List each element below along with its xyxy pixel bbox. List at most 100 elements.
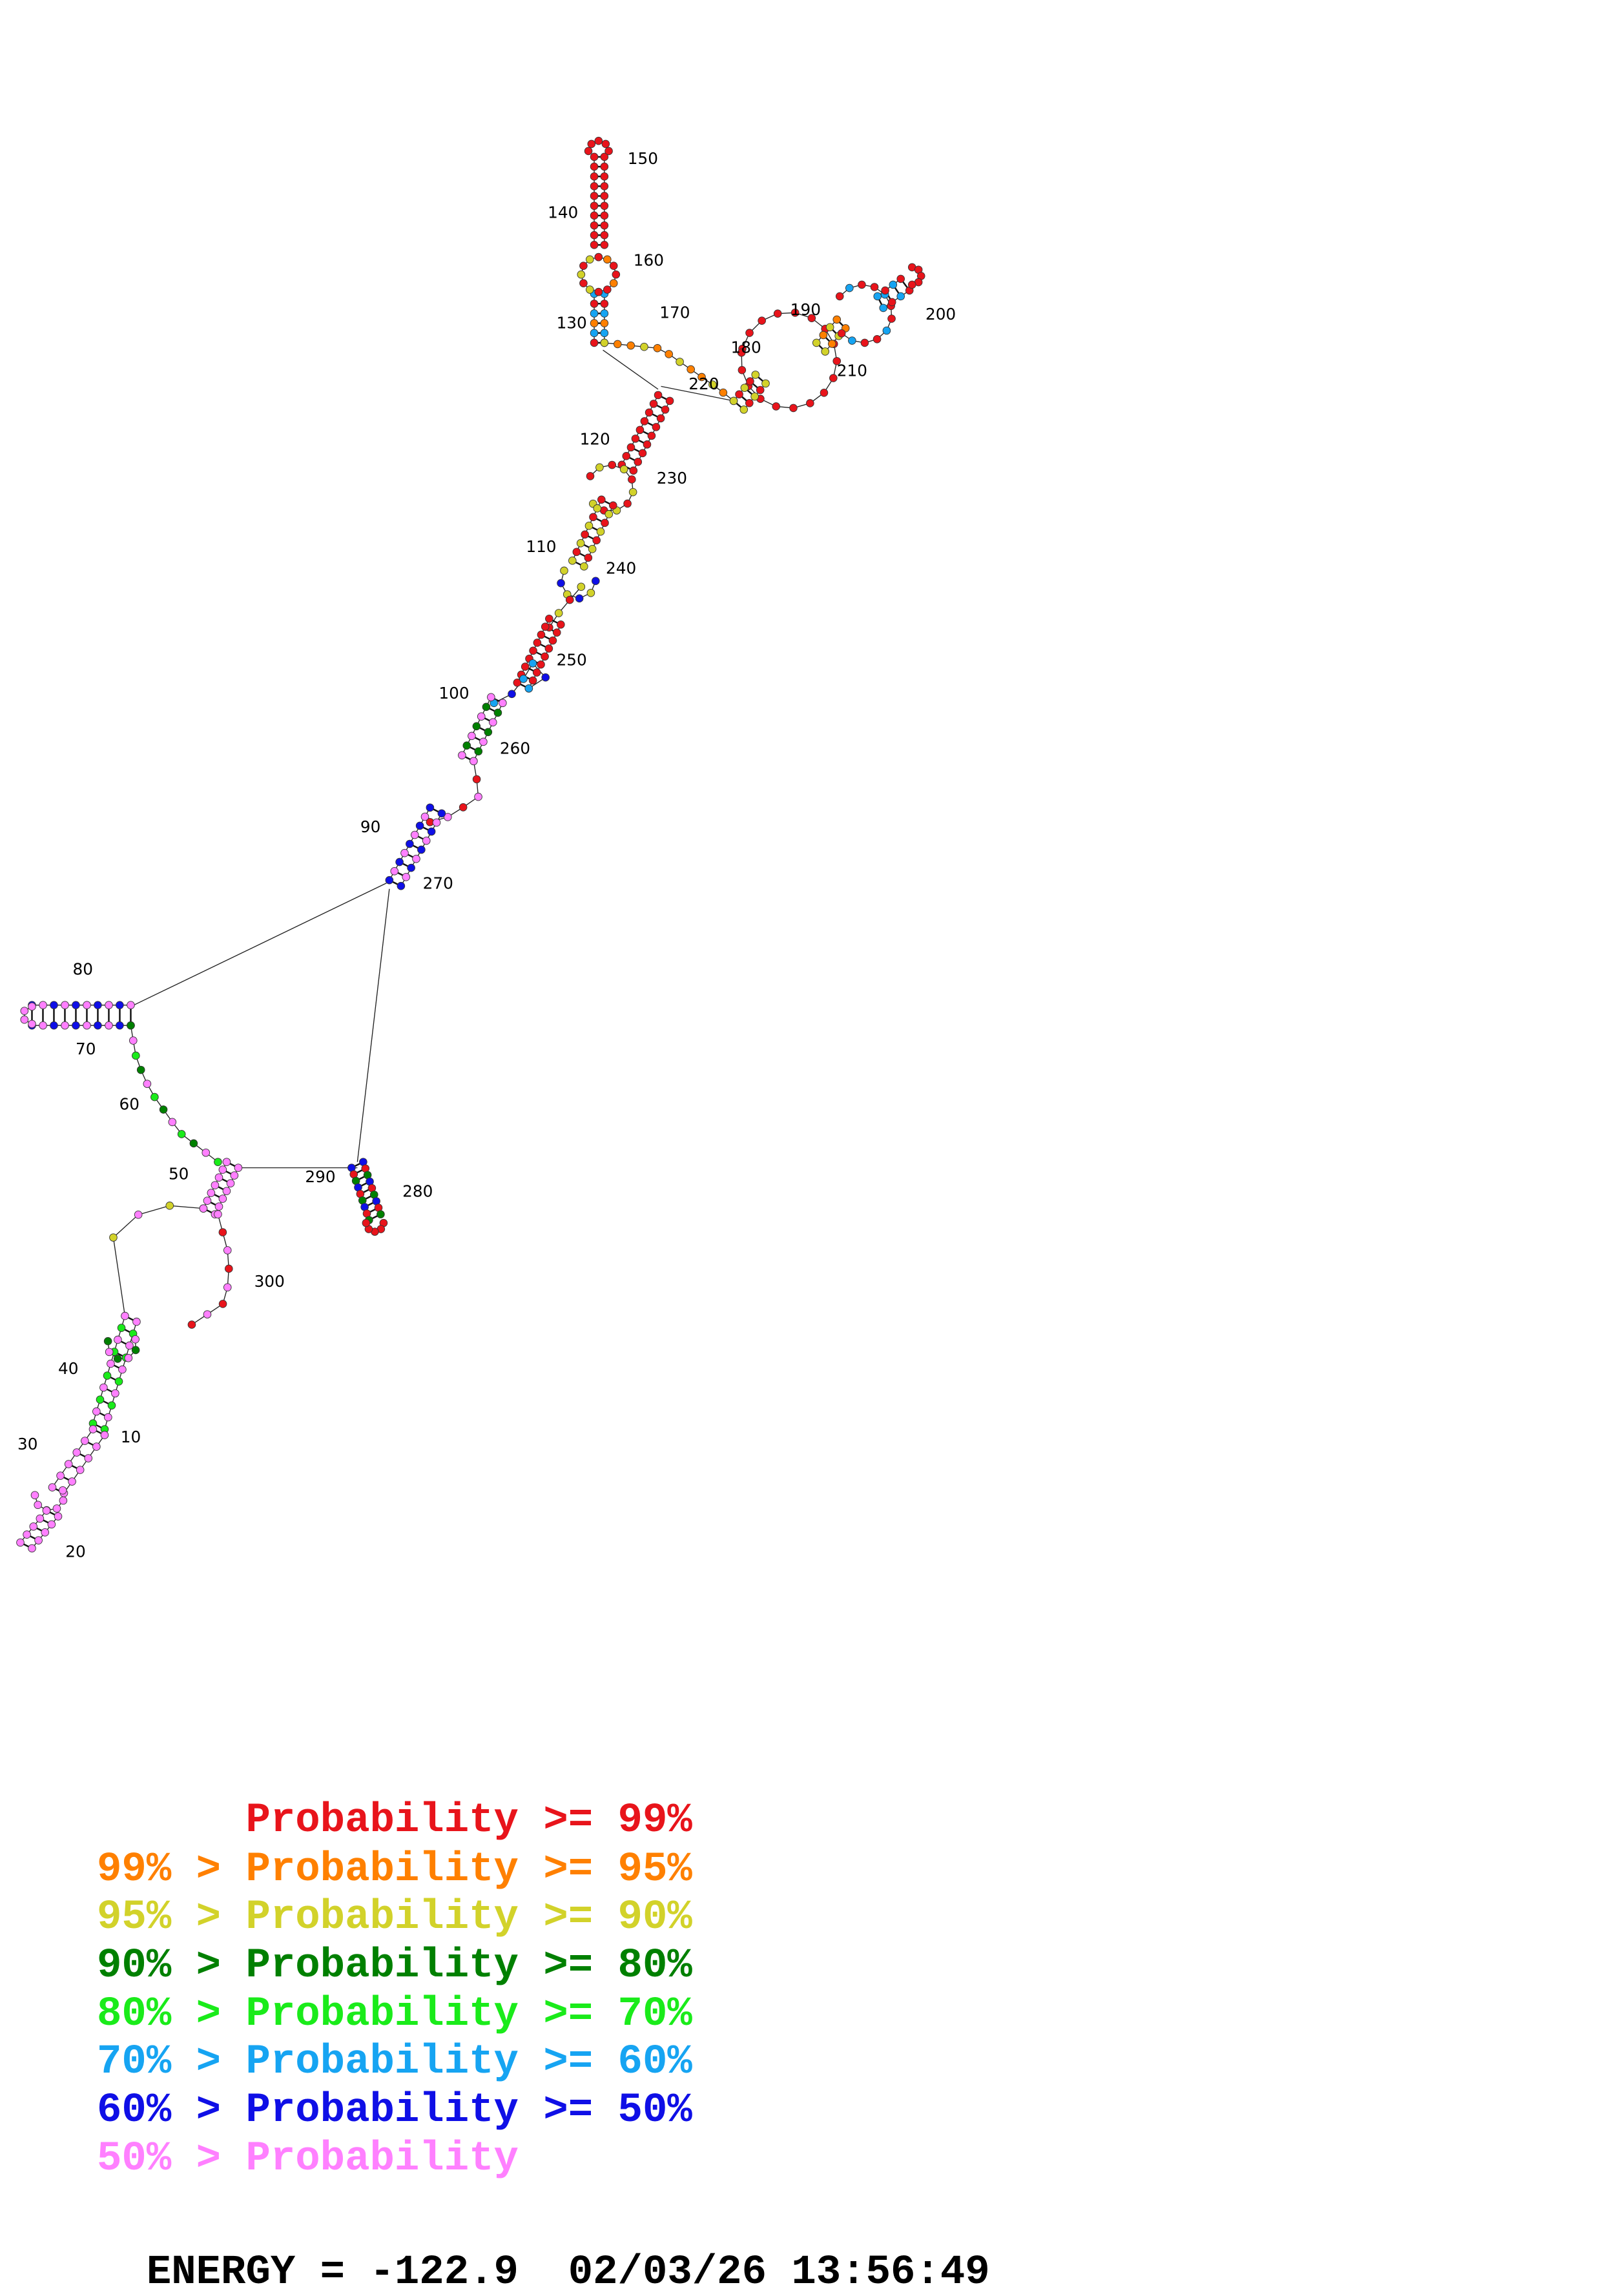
nucleotide: [199, 1204, 208, 1213]
nucleotide: [131, 1335, 139, 1344]
nucleotide: [756, 385, 765, 395]
nucleotide: [821, 347, 830, 356]
nucleotide: [521, 662, 530, 671]
nucleotide: [584, 147, 593, 156]
nucleotide: [28, 1020, 36, 1029]
nucleotide: [127, 1021, 135, 1030]
nucleotide: [72, 1448, 81, 1457]
position-label: 260: [500, 739, 530, 758]
nucleotide: [16, 1538, 25, 1547]
nucleotide: [541, 652, 549, 661]
legend-threshold: 95% >: [97, 1894, 246, 1941]
nucleotide: [590, 221, 599, 230]
nucleotide: [590, 172, 599, 181]
nucleotide: [226, 1179, 235, 1188]
position-label: 190: [790, 300, 821, 319]
nucleotide: [125, 1341, 134, 1350]
nucleotide: [165, 1202, 174, 1210]
nucleotide: [222, 1158, 231, 1166]
nucleotide: [105, 1001, 113, 1009]
nucleotide: [626, 341, 635, 350]
nucleotide: [609, 261, 618, 270]
nucleotide: [109, 1233, 118, 1242]
nucleotide: [601, 518, 609, 528]
nucleotide: [533, 639, 542, 647]
nucleotide: [203, 1196, 212, 1205]
nucleotide: [873, 334, 882, 343]
nucleotide: [23, 1530, 31, 1539]
position-label: 210: [837, 362, 867, 380]
legend-threshold: 50% >: [97, 2136, 246, 2182]
nucleotide: [472, 775, 481, 784]
nucleotide: [479, 737, 488, 746]
position-label: 10: [121, 1428, 141, 1446]
nucleotide: [477, 712, 486, 721]
nucleotide: [42, 1506, 51, 1515]
nucleotide: [52, 1504, 61, 1513]
base-pairs: [19, 156, 911, 1550]
nucleotide: [541, 673, 550, 682]
nucleotide: [218, 1228, 227, 1236]
nucleotide: [638, 449, 647, 458]
nucleotide: [529, 646, 537, 655]
nucleotide: [735, 390, 743, 399]
nucleotide: [600, 338, 609, 347]
nucleotide: [604, 147, 613, 156]
position-label: 110: [526, 537, 556, 556]
nucleotide: [613, 340, 622, 349]
nucleotide: [528, 676, 537, 685]
nucleotide: [56, 1471, 65, 1480]
nucleotide: [596, 528, 605, 536]
nucleotide: [745, 329, 754, 337]
nucleotide: [150, 1092, 159, 1102]
nucleotide: [201, 1148, 211, 1157]
nucleotide: [397, 881, 406, 890]
nucleotide: [590, 211, 599, 220]
nucleotide: [129, 1036, 138, 1045]
legend-row: 50% > Probability: [97, 2138, 519, 2180]
nucleotide: [676, 358, 684, 366]
nucleotide: [858, 280, 866, 289]
nucleotide: [807, 314, 816, 322]
nucleotide: [508, 690, 516, 699]
nucleotide: [640, 417, 649, 425]
nucleotide: [92, 1407, 101, 1416]
nucleotide: [127, 1001, 135, 1009]
nucleotide: [594, 252, 603, 261]
nucleotide: [592, 536, 601, 545]
nucleotide: [203, 1310, 212, 1318]
nucleotide: [72, 1021, 80, 1030]
nucleotide: [218, 1300, 227, 1308]
nucleotide: [590, 338, 599, 347]
legend-row: Probability >= 99%: [97, 1800, 692, 1841]
nucleotide: [537, 660, 545, 669]
nucleotide: [579, 279, 588, 287]
legend-threshold: [97, 1798, 245, 1844]
nucleotide: [820, 388, 829, 397]
nucleotide: [223, 1246, 232, 1255]
nucleotide: [829, 374, 838, 382]
nucleotide: [819, 331, 828, 340]
legend-label: Probability >= 99%: [245, 1798, 692, 1844]
nucleotide: [832, 315, 842, 324]
nucleotide: [362, 1218, 371, 1227]
nucleotide: [72, 1001, 80, 1009]
nucleotide: [30, 1491, 39, 1499]
nucleotide: [54, 1512, 63, 1521]
nucleotide: [687, 365, 695, 374]
nucleotide: [528, 659, 537, 668]
nucleotide: [214, 1158, 222, 1166]
nucleotide: [623, 499, 632, 508]
nucleotide: [594, 287, 603, 296]
legend-threshold: 90% >: [97, 1943, 246, 1989]
nucleotide: [590, 309, 599, 318]
nucleotide: [600, 319, 609, 327]
nucleotide: [143, 1080, 152, 1088]
nucleotide: [117, 1324, 126, 1332]
nucleotide: [459, 803, 468, 812]
legend-label: Probability >= 90%: [245, 1894, 692, 1941]
nucleotide: [84, 1454, 93, 1462]
legend-label: Probability: [245, 2136, 519, 2182]
nucleotide: [132, 1317, 141, 1326]
nucleotide: [81, 1437, 89, 1445]
